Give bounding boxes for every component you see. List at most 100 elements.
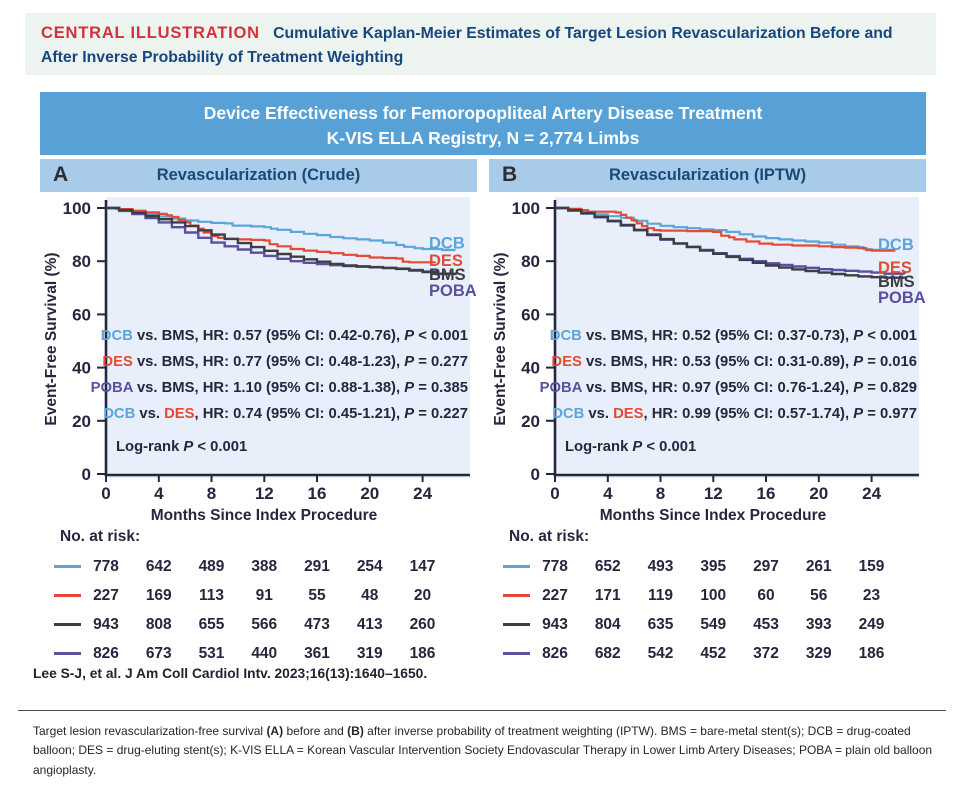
hr-stat-line: DCB vs. DES, HR: 0.99 (95% CI: 0.57-1.74… xyxy=(552,406,917,422)
risk-count: 778 xyxy=(542,558,568,575)
risk-count: 642 xyxy=(145,558,172,575)
risk-count: 23 xyxy=(862,587,881,604)
x-tick-label: 16 xyxy=(308,484,327,503)
risk-table-b-label: No. at risk: xyxy=(509,528,590,545)
risk-count: 453 xyxy=(753,616,779,633)
risk-count: 655 xyxy=(198,616,225,633)
risk-row-swatch-dcb xyxy=(54,565,81,568)
km-curve-bms xyxy=(106,206,457,275)
footer-text: Target lesion revascularization-free sur… xyxy=(33,724,267,738)
y-tick-label: 0 xyxy=(82,465,91,484)
y-tick-label: 0 xyxy=(531,465,540,484)
km-curve-dcb xyxy=(555,206,893,251)
y-tick-label: 100 xyxy=(512,199,540,218)
risk-count: 48 xyxy=(361,587,379,604)
x-tick-label: 16 xyxy=(757,484,776,503)
risk-row-swatch-bms xyxy=(503,623,530,626)
risk-count: 388 xyxy=(251,558,278,575)
x-tick-label: 8 xyxy=(656,484,665,503)
risk-table-b: No. at risk: 778 652 493 395 297 261 159 227 171… xyxy=(489,526,926,668)
risk-row-swatch-poba xyxy=(503,652,530,655)
footer-text: (B) xyxy=(347,724,364,738)
risk-count: 171 xyxy=(594,587,621,604)
panel-b-title: Revascularization (IPTW) xyxy=(608,166,807,184)
risk-count: 635 xyxy=(647,616,674,633)
risk-count: 542 xyxy=(647,645,674,662)
risk-count: 682 xyxy=(594,645,621,662)
x-axis-title: Months Since Index Procedure xyxy=(600,507,827,524)
risk-table-a-label: No. at risk: xyxy=(60,528,141,545)
hr-stat-line: DCB vs. BMS, HR: 0.57 (95% CI: 0.42-0.76… xyxy=(101,328,468,344)
y-tick-label: 40 xyxy=(521,359,540,378)
risk-count: 778 xyxy=(93,558,119,575)
footer-divider xyxy=(18,710,946,712)
risk-count: 186 xyxy=(409,645,436,662)
x-axis-title: Months Since Index Procedure xyxy=(151,507,378,524)
footer-text: after inverse probability of treatment w… xyxy=(33,724,933,777)
risk-row-swatch-des xyxy=(503,594,530,597)
risk-count: 227 xyxy=(542,587,568,604)
series-label-poba: POBA xyxy=(429,282,477,300)
km-curve-des xyxy=(106,206,436,264)
risk-count: 319 xyxy=(356,645,383,662)
x-tick-label: 24 xyxy=(862,484,881,503)
hr-stat-line: DES vs. BMS, HR: 0.77 (95% CI: 0.48-1.23… xyxy=(102,354,468,370)
risk-count: 943 xyxy=(93,616,119,633)
footer-text: (A) xyxy=(266,724,284,738)
figure-title: Cumulative Kaplan-Meier Estimates of Tar… xyxy=(41,25,893,66)
risk-count: 808 xyxy=(145,616,172,633)
km-curve-des xyxy=(555,206,896,252)
km-curve-bms xyxy=(555,206,906,279)
risk-count: 804 xyxy=(594,616,621,633)
risk-count: 329 xyxy=(805,645,832,662)
risk-count: 169 xyxy=(145,587,172,604)
series-label-dcb: DCB xyxy=(878,236,914,254)
hr-stat-line: DES vs. BMS, HR: 0.53 (95% CI: 0.31-0.89… xyxy=(551,354,917,370)
risk-count: 254 xyxy=(356,558,383,575)
risk-table-a: No. at risk: 778 642 489 388 291 254 147 227 169… xyxy=(40,526,477,668)
risk-count: 673 xyxy=(145,645,172,662)
x-tick-label: 4 xyxy=(603,484,613,503)
central-illustration-label: CENTRAL ILLUSTRATION xyxy=(41,24,260,42)
risk-count: 549 xyxy=(700,616,727,633)
risk-count: 100 xyxy=(700,587,727,604)
risk-count: 147 xyxy=(409,558,436,575)
risk-count: 361 xyxy=(304,645,330,662)
risk-row-swatch-des xyxy=(54,594,81,597)
risk-count: 413 xyxy=(356,616,383,633)
x-tick-label: 20 xyxy=(360,484,379,503)
banner-line-1: Device Effectiveness for Femoropopliteal… xyxy=(203,103,763,123)
km-chart-b: 0 20 40 60 80 100 0 4 8 12 16 20 24 DCB DES BMS POBA DCB … xyxy=(489,192,926,527)
banner: Device Effectiveness for Femoropopliteal… xyxy=(40,92,926,155)
logrank-text: Log-rank P < 0.001 xyxy=(116,439,247,455)
risk-count: 395 xyxy=(700,558,727,575)
risk-count: 531 xyxy=(198,645,225,662)
risk-count: 393 xyxy=(805,616,832,633)
risk-count: 566 xyxy=(251,616,278,633)
risk-count: 186 xyxy=(858,645,885,662)
risk-count: 372 xyxy=(753,645,779,662)
y-tick-label: 20 xyxy=(72,412,91,431)
risk-count: 291 xyxy=(304,558,330,575)
x-tick-label: 20 xyxy=(809,484,828,503)
series-label-des: DES xyxy=(429,252,463,270)
risk-count: 652 xyxy=(594,558,621,575)
risk-count: 452 xyxy=(700,645,727,662)
risk-count: 60 xyxy=(757,587,775,604)
risk-count: 826 xyxy=(542,645,568,662)
risk-count: 249 xyxy=(858,616,885,633)
series-label-bms: BMS xyxy=(429,266,466,284)
risk-count: 261 xyxy=(805,558,832,575)
panel-a-title: Revascularization (Crude) xyxy=(156,166,361,184)
panel-b-header: B Revascularization (IPTW) xyxy=(489,159,926,192)
risk-count: 489 xyxy=(198,558,225,575)
risk-count: 826 xyxy=(93,645,119,662)
risk-count: 943 xyxy=(542,616,568,633)
y-tick-label: 60 xyxy=(72,305,91,324)
figure-header: CENTRAL ILLUSTRATION Cumulative Kaplan-M… xyxy=(25,13,936,75)
risk-count: 91 xyxy=(255,587,273,604)
x-tick-label: 8 xyxy=(207,484,216,503)
risk-count: 55 xyxy=(308,587,326,604)
